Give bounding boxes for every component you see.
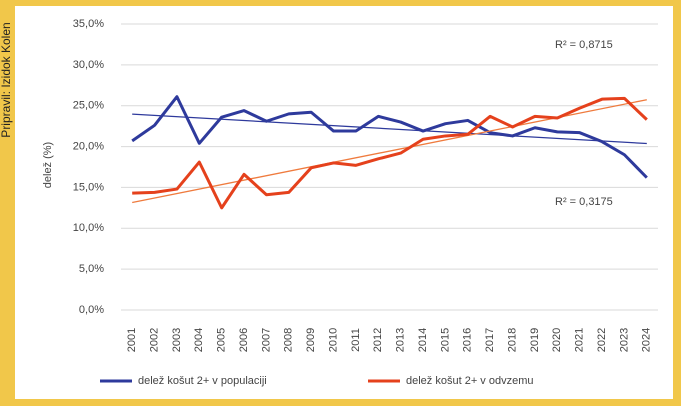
x-tick-label: 2010 (327, 328, 339, 352)
x-tick-label: 2020 (551, 328, 563, 352)
legend-label: delež košut 2+ v populaciji (138, 375, 267, 387)
y-tick-label: 5,0% (79, 263, 104, 275)
y-tick-label: 0,0% (79, 304, 104, 316)
y-tick-label: 25,0% (73, 100, 104, 112)
x-tick-label: 2024 (641, 328, 653, 352)
y-tick-label: 15,0% (73, 181, 104, 193)
x-tick-label: 2018 (506, 328, 518, 352)
x-tick-label: 2011 (350, 328, 362, 352)
annotation: R² = 0,3175 (555, 196, 613, 208)
x-tick-label: 2017 (484, 328, 496, 352)
x-tick-label: 2012 (372, 328, 384, 352)
x-tick-label: 2019 (529, 328, 541, 352)
y-tick-label: 20,0% (73, 140, 104, 152)
x-tick-label: 2007 (260, 328, 272, 352)
y-tick-label: 30,0% (73, 59, 104, 71)
series-line (132, 96, 648, 210)
x-tick-label: 2023 (618, 328, 630, 352)
x-tick-label: 2008 (283, 328, 295, 352)
trend-line (132, 113, 647, 145)
x-tick-label: 2009 (305, 328, 317, 352)
x-tick-label: 2015 (439, 328, 451, 352)
series-line (131, 95, 648, 179)
side-note: Pripravil: Izidok Kolen (0, 22, 13, 137)
x-tick-label: 2013 (395, 328, 407, 352)
x-tick-label: 2003 (171, 328, 183, 352)
x-tick-label: 2006 (238, 328, 250, 352)
annotation: R² = 0,8715 (555, 39, 613, 51)
x-tick-label: 2001 (126, 328, 138, 352)
x-tick-label: 2021 (574, 328, 586, 352)
x-tick-label: 2016 (462, 328, 474, 352)
legend-label: delež košut 2+ v odvzemu (406, 375, 534, 387)
y-tick-label: 10,0% (73, 222, 104, 234)
panel (15, 6, 673, 399)
y-tick-label: 35,0% (73, 18, 104, 30)
y-axis-label: delež (%) (42, 142, 54, 188)
x-tick-label: 2002 (148, 328, 160, 352)
x-tick-label: 2022 (596, 328, 608, 352)
x-tick-label: 2005 (216, 328, 228, 352)
x-tick-label: 2004 (193, 328, 205, 352)
x-tick-label: 2014 (417, 328, 429, 352)
